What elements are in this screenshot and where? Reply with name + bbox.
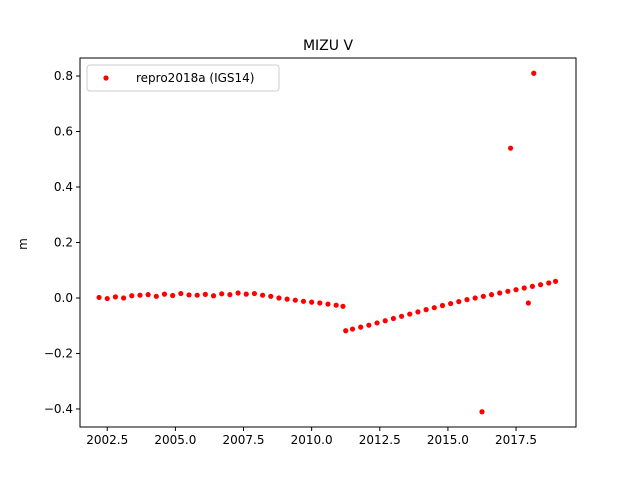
- data-point: [448, 300, 454, 307]
- data-point: [479, 409, 485, 415]
- data-point: [137, 292, 143, 298]
- data-point: [431, 305, 437, 311]
- x-tick-label: 2010.0: [291, 433, 333, 447]
- data-point: [529, 283, 536, 289]
- legend-marker: [103, 75, 109, 81]
- data-point: [243, 291, 249, 297]
- data-point: [210, 293, 217, 299]
- legend-label: repro2018a (IGS14): [136, 71, 254, 85]
- data-point: [276, 295, 282, 301]
- data-point: [552, 278, 559, 284]
- data-point: [349, 326, 356, 332]
- data-point: [112, 294, 119, 300]
- data-point: [374, 320, 380, 326]
- data-point: [284, 296, 290, 302]
- data-point: [259, 292, 266, 298]
- data-point: [415, 309, 421, 315]
- data-point: [161, 291, 168, 297]
- data-point: [186, 292, 192, 298]
- data-point: [178, 290, 184, 297]
- data-point: [537, 282, 544, 288]
- data-point: [202, 291, 208, 297]
- data-point: [251, 290, 258, 297]
- data-point: [423, 307, 429, 313]
- x-tick-label: 2017.5: [495, 433, 537, 447]
- data-point: [96, 294, 102, 301]
- data-point: [497, 290, 503, 296]
- data-point: [145, 292, 151, 298]
- y-tick-label: 0.8: [54, 69, 73, 83]
- data-point: [464, 297, 470, 303]
- data-point: [235, 290, 241, 296]
- data-point: [398, 313, 405, 319]
- x-axis-ticks: 2002.5 2005.0 2007.5 2010.0 2012.5 2015.0 2017…: [86, 427, 537, 447]
- data-point: [300, 298, 307, 304]
- data-point: [333, 302, 339, 308]
- data-point: [325, 301, 331, 307]
- data-point: [472, 295, 478, 301]
- data-point: [153, 293, 159, 299]
- data-point: [407, 311, 413, 317]
- data-point: [219, 291, 225, 297]
- data-point: [170, 292, 176, 299]
- x-tick-label: 2012.5: [359, 433, 401, 447]
- data-point: [531, 70, 537, 76]
- data-points: [96, 70, 559, 415]
- y-axis-label: m: [16, 238, 30, 250]
- data-point: [456, 299, 462, 305]
- data-point: [488, 292, 495, 298]
- x-tick-label: 2015.0: [427, 433, 469, 447]
- plot-area: 2002.5 2005.0 2007.5 2010.0 2012.5 2015.0 2017…: [44, 57, 577, 447]
- data-point: [309, 299, 315, 305]
- data-point: [104, 295, 110, 302]
- data-point: [129, 293, 135, 299]
- y-tick-label: 0.6: [54, 125, 73, 139]
- data-point: [340, 303, 346, 309]
- x-tick-label: 2002.5: [86, 433, 128, 447]
- data-point: [439, 302, 446, 309]
- data-point: [507, 145, 514, 151]
- data-point: [194, 292, 200, 298]
- data-point: [227, 292, 233, 298]
- legend-box: [86, 64, 280, 92]
- legend: repro2018a (IGS14): [86, 64, 280, 92]
- data-point: [358, 324, 364, 330]
- y-tick-label: 0.4: [54, 180, 73, 194]
- data-point: [513, 287, 519, 293]
- data-point: [317, 300, 323, 306]
- data-point: [366, 322, 372, 328]
- y-tick-label: 0.0: [54, 291, 73, 305]
- data-point: [521, 285, 527, 291]
- data-point: [382, 318, 388, 324]
- data-point: [480, 293, 486, 299]
- y-tick-label: −0.4: [44, 402, 73, 416]
- data-point: [525, 300, 531, 306]
- data-point: [505, 288, 511, 294]
- y-tick-label: 0.2: [54, 236, 73, 250]
- data-point: [121, 295, 127, 301]
- data-point: [546, 280, 552, 286]
- data-point: [292, 297, 298, 303]
- chart-title: MIZU V: [303, 38, 353, 54]
- data-point: [390, 315, 397, 322]
- x-tick-label: 2005.0: [154, 433, 196, 447]
- data-point: [268, 293, 274, 299]
- y-axis-ticks: −0.4 −0.2 0.0 0.2 0.4 0.6 0.8: [44, 69, 80, 416]
- x-tick-label: 2007.5: [223, 433, 265, 447]
- y-tick-label: −0.2: [44, 346, 73, 360]
- data-point: [343, 328, 349, 334]
